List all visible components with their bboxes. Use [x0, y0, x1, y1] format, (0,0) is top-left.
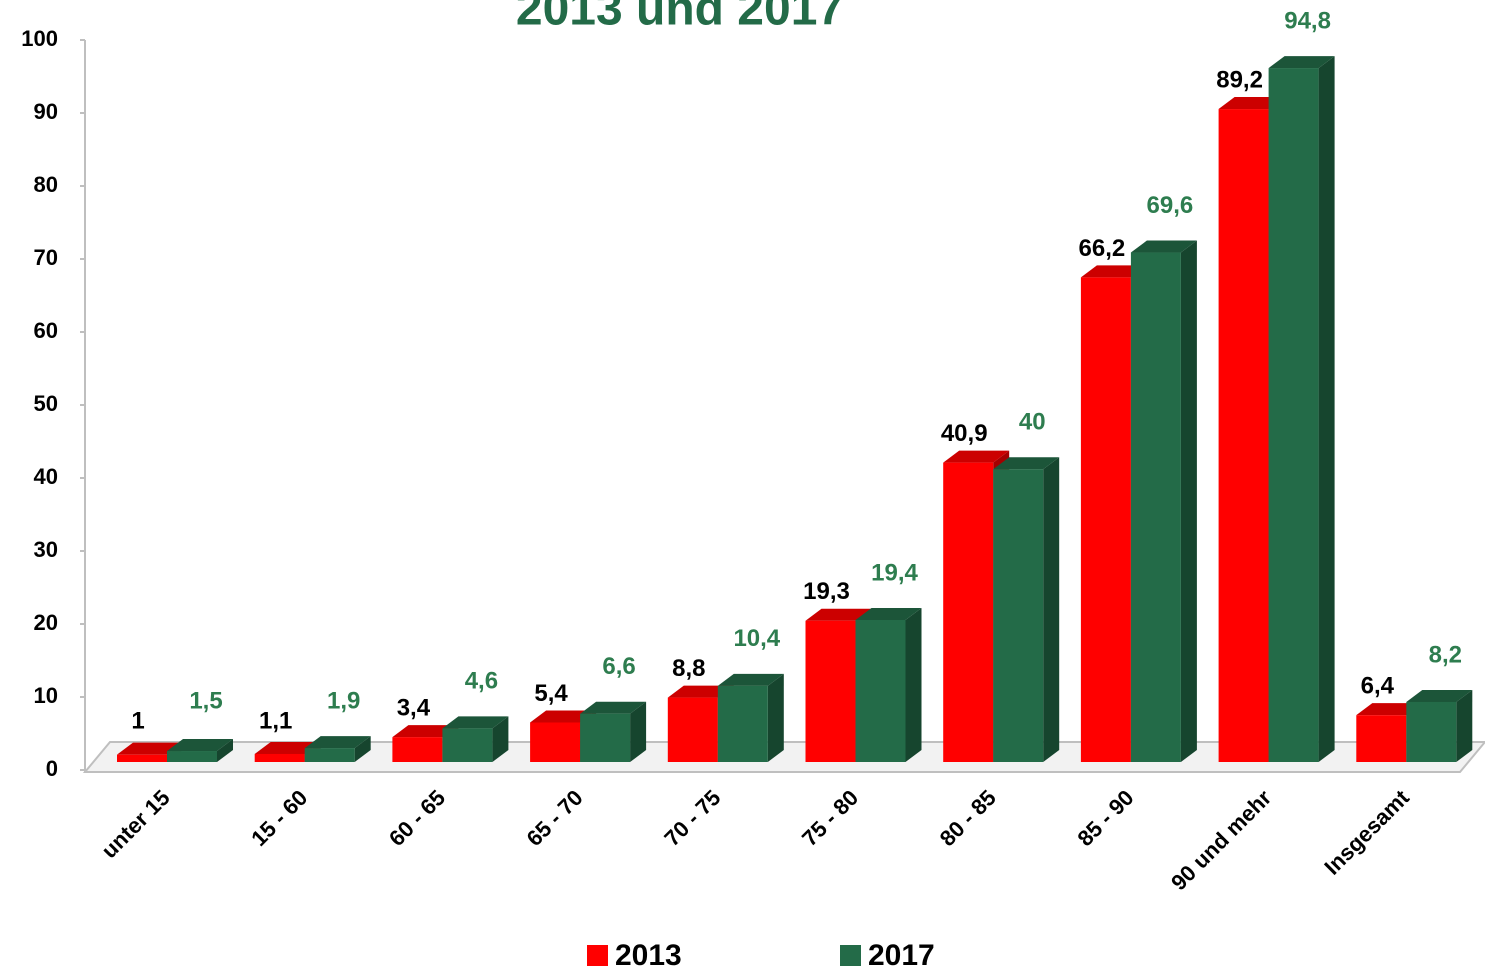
data-label: 8,2 [1429, 641, 1462, 668]
bar-top [805, 608, 872, 621]
bar-side [492, 716, 509, 762]
y-tick-label: 10 [34, 683, 58, 708]
y-tick-label: 50 [34, 391, 58, 416]
data-label: 1,5 [189, 687, 222, 714]
bar [855, 619, 906, 762]
y-tick-label: 80 [34, 172, 58, 197]
bar [1130, 252, 1181, 762]
data-label: 89,2 [1216, 66, 1263, 93]
x-tick-label: 80 - 85 [935, 785, 1001, 851]
bar-top [304, 736, 371, 749]
bar-top [667, 685, 734, 698]
bar-top [1218, 97, 1285, 110]
bar [304, 748, 355, 762]
bar [1080, 277, 1131, 762]
data-label: 1 [131, 707, 144, 734]
bar-side [767, 673, 784, 762]
legend-label: 2017 [868, 939, 935, 972]
bar-top [117, 742, 183, 755]
x-tick-label: 70 - 75 [659, 785, 725, 851]
chart-title: 2013 und 2017 [516, 0, 844, 36]
data-label: 19,4 [871, 559, 918, 586]
bar [993, 469, 1044, 762]
bar [1268, 68, 1319, 762]
data-label: 6,6 [602, 653, 635, 680]
x-tick-label: 65 - 70 [522, 785, 588, 851]
bar [117, 754, 167, 762]
bar-side [1180, 240, 1197, 762]
bar-top [442, 716, 509, 729]
bar [805, 620, 856, 762]
data-label: 69,6 [1147, 192, 1194, 219]
y-tick-label: 90 [34, 99, 58, 124]
bar-top [580, 701, 647, 714]
bar-side [1318, 56, 1335, 762]
bar-side [354, 736, 371, 762]
legend-swatch [587, 945, 608, 966]
bar-top [943, 450, 1010, 463]
bar-side [905, 607, 922, 762]
bar-top [1130, 240, 1197, 253]
data-label: 19,3 [803, 578, 850, 605]
x-tick-label: unter 15 [96, 785, 174, 863]
bar-top [530, 710, 597, 723]
bar [1218, 109, 1269, 762]
bar-top [254, 741, 321, 754]
bar [580, 713, 631, 762]
bar [1356, 715, 1407, 762]
bar-side [630, 701, 647, 762]
bar [254, 753, 305, 762]
data-label: 3,4 [397, 694, 431, 721]
bar-top [1268, 56, 1335, 69]
x-tick-label: 75 - 80 [797, 785, 863, 851]
y-tick-label: 70 [34, 245, 58, 270]
legend-swatch [840, 945, 861, 966]
data-label: 40,9 [941, 420, 988, 447]
bar [943, 462, 994, 762]
bar-top [855, 607, 922, 620]
data-label: 8,8 [672, 655, 705, 682]
bar-top [1356, 703, 1423, 716]
y-tick-label: 60 [34, 318, 58, 343]
y-tick-label: 30 [34, 537, 58, 562]
y-tick-label: 40 [34, 464, 58, 489]
bar [167, 751, 217, 762]
x-tick-label: 85 - 90 [1072, 785, 1138, 851]
data-label: 1,1 [259, 707, 292, 734]
bar-top [1080, 265, 1147, 278]
bar [667, 697, 718, 762]
x-tick-label: Insgesamt [1319, 784, 1414, 879]
data-label: 6,4 [1361, 672, 1395, 699]
bar-top [167, 739, 233, 752]
bar [530, 722, 581, 762]
bar [392, 737, 443, 762]
data-label: 94,8 [1284, 7, 1331, 34]
bar [717, 685, 768, 762]
y-tick-label: 0 [46, 756, 58, 781]
bar-side [1043, 457, 1060, 762]
bar-top [392, 725, 459, 738]
data-label: 40 [1019, 409, 1046, 436]
data-label: 5,4 [534, 680, 568, 707]
legend-label: 2013 [615, 939, 682, 972]
bar-side [217, 739, 233, 762]
data-label: 4,6 [465, 668, 498, 695]
bar [442, 728, 493, 762]
bar [1406, 701, 1457, 762]
bar-top [993, 457, 1060, 470]
x-tick-label: 15 - 60 [246, 785, 312, 851]
data-label: 10,4 [733, 625, 780, 652]
x-tick-label: 90 und mehr [1166, 785, 1276, 895]
x-tick-label: 60 - 65 [384, 785, 450, 851]
y-tick-label: 100 [21, 26, 58, 51]
bar-side [1456, 689, 1473, 762]
data-label: 1,9 [327, 687, 360, 714]
y-tick-label: 20 [34, 610, 58, 635]
bar-top [1406, 689, 1473, 702]
data-label: 66,2 [1079, 235, 1126, 262]
bar-top [717, 673, 784, 686]
